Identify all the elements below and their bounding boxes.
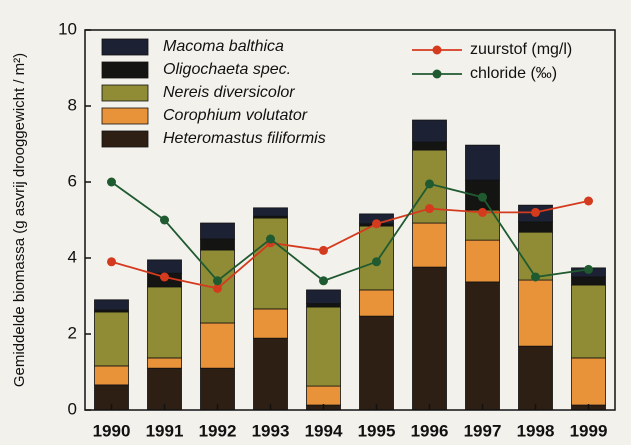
line-point [319,245,328,255]
bar-segment [200,238,235,251]
bar-segment [359,315,394,411]
x-tick-label: 1997 [464,421,502,440]
line-point [425,204,434,214]
line-series [111,200,589,290]
y-tick-label: 10 [58,19,77,38]
bar-segment [253,337,288,411]
bar-segment [306,289,341,305]
bar-segment [412,119,447,143]
legend-swatch [101,61,149,79]
bar-segment [306,303,341,308]
line-point [478,207,487,217]
line-point [425,179,434,189]
bar-segment [94,299,129,311]
bar-segment [147,259,182,274]
bar-segment [253,217,288,310]
bar-segment [200,367,235,411]
bar-segment [518,221,553,233]
bar-segment [571,357,606,406]
legend-label: Corophium volutator [163,107,308,124]
bar-segment [518,279,553,347]
bar-segment [359,289,394,317]
line-point [213,276,222,286]
bar-segment [465,239,500,283]
bar-segment [253,207,288,217]
legend-label: zuurstof (mg/l) [470,41,572,58]
line-series [110,181,589,283]
bar-segment [571,276,606,286]
y-axis-label: Gemiddelde biomassa (g asvrij drooggewic… [11,53,28,387]
x-tick-label: 1991 [146,421,184,440]
bar-segment [571,284,606,359]
x-tick-label: 1993 [252,421,290,440]
line-point [372,219,381,229]
bar-segment [412,141,447,151]
x-tick-label: 1995 [358,421,396,440]
bar-segment [147,286,182,359]
line-point [584,264,593,274]
line-point [319,276,328,286]
line-point [107,257,116,267]
bar-segment [94,365,129,386]
x-tick-label: 1992 [199,421,237,440]
bar-segment [200,222,235,240]
legend-label: Heteromastus filiformis [163,130,326,147]
y-tick-label: 6 [68,171,77,190]
line-point [160,272,169,282]
bar-segment [412,266,447,411]
legend-marker [432,69,442,79]
legend-swatch [101,130,149,148]
bar-segment [465,281,500,411]
bar-segment [147,357,182,369]
y-tick-label: 4 [68,247,77,266]
x-tick-label: 1998 [517,421,555,440]
bar-segment [306,306,341,387]
line-point [266,234,275,244]
line-point [584,196,593,206]
y-tick-label: 8 [68,95,77,114]
legend-label: Macoma balthica [163,38,284,55]
x-tick-label: 1996 [411,421,449,440]
legend-marker [432,45,442,55]
bar-segment [200,322,235,369]
legend-swatch [101,107,149,125]
line-point [213,283,222,293]
plot-frame [84,29,616,411]
line-point [478,192,487,202]
y-tick-label: 2 [68,323,77,342]
bar-segment [253,308,288,339]
y-tick-label: 0 [68,399,77,418]
legend-label: Oligochaeta spec. [163,61,291,78]
line-point [531,207,540,217]
bar-segment [518,231,553,281]
x-tick-label: 1994 [305,421,343,440]
line-point [160,215,169,225]
line-point [107,177,116,187]
legend-swatch [101,38,149,56]
legend-label: chloride (‰) [470,65,557,82]
x-tick-label: 1990 [93,421,131,440]
line-point [531,272,540,282]
line-point [372,257,381,267]
legend-swatch [101,84,149,102]
bar-segment [306,385,341,406]
bar-segment [412,222,447,268]
bar-segment [518,345,553,411]
bar-segment [465,144,500,181]
x-tick-label: 1999 [570,421,608,440]
bar-segment [147,367,182,411]
bar-segment [94,311,129,367]
legend-label: Nereis diversicolor [163,84,295,101]
